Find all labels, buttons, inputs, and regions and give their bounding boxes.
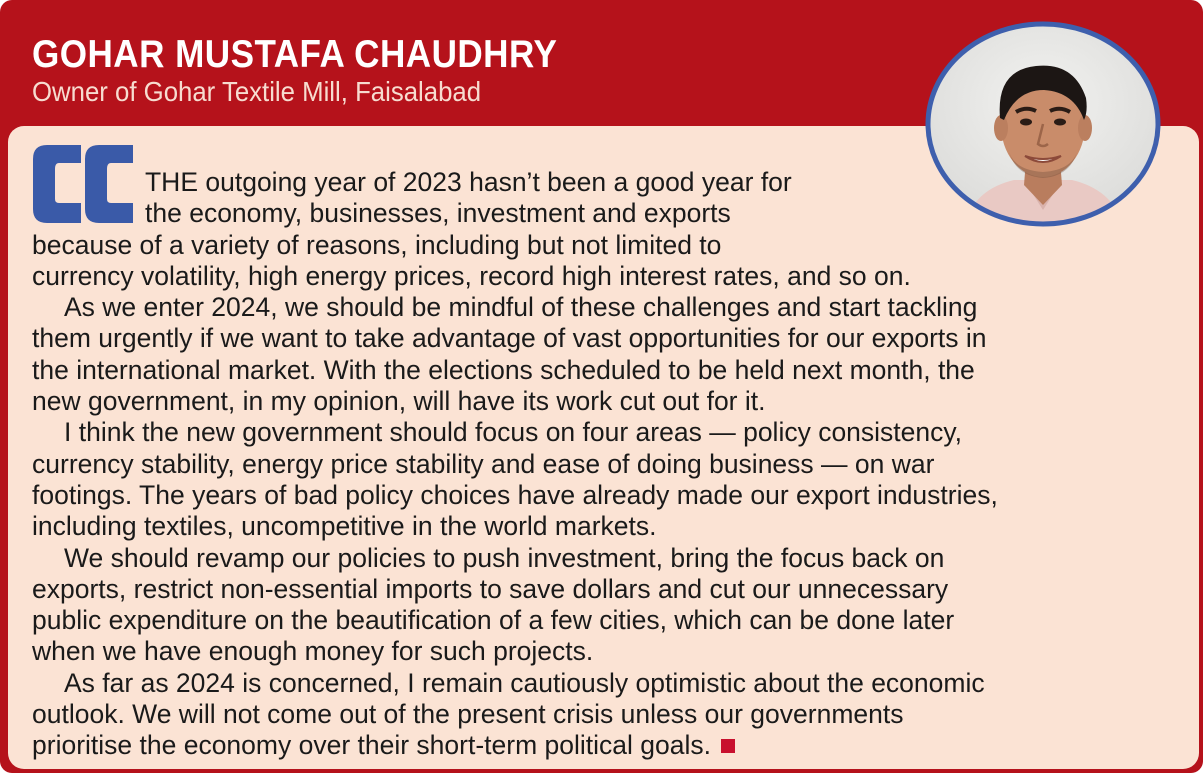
article-line: As we enter 2024, we should be mindful o… — [64, 292, 978, 323]
article-line: because of a variety of reasons, includi… — [32, 229, 722, 260]
end-square-icon — [720, 739, 735, 754]
open-quote-icon — [33, 145, 133, 223]
article-line: As far as 2024 is concerned, I remain ca… — [64, 667, 985, 698]
quote-panel — [8, 126, 1199, 769]
article-line-text: prioritise the economy over their short-… — [32, 730, 711, 761]
article-line: including textiles, uncompetitive in the… — [32, 511, 657, 542]
article-line: I think the new government should focus … — [64, 417, 963, 448]
article-body: THE outgoing year of 2023 hasn’t been a … — [32, 167, 1182, 762]
article-line: currency stability, energy price stabili… — [32, 448, 935, 479]
person-portrait-icon — [925, 21, 1161, 227]
person-name: GOHAR MUSTAFA CHAUDHRY — [32, 33, 558, 76]
article-line: currency volatility, high energy prices,… — [32, 260, 911, 291]
article-line: THE outgoing year of 2023 hasn’t been a … — [145, 167, 792, 197]
article-line: when we have enough money for such proje… — [32, 636, 594, 667]
article-line: We should revamp our policies to push in… — [64, 542, 945, 573]
article-line: public expenditure on the beautification… — [32, 605, 955, 636]
article-line: new government, in my opinion, will have… — [32, 386, 766, 417]
person-role: Owner of Gohar Textile Mill, Faisalabad — [32, 76, 482, 107]
article-line: exports, restrict non-essential imports … — [32, 573, 949, 604]
article-line: them urgently if we want to take advanta… — [32, 323, 987, 354]
article-line-last: prioritise the economy over their short-… — [32, 730, 1182, 761]
article-line: outlook. We will not come out of the pre… — [32, 699, 904, 730]
header: GOHAR MUSTAFA CHAUDHRY Owner of Gohar Te… — [32, 34, 616, 108]
article-line: the international market. With the elect… — [32, 354, 975, 385]
article-line: the economy, businesses, investment and … — [145, 198, 731, 229]
article-line: footings. The years of bad policy choice… — [32, 479, 998, 510]
